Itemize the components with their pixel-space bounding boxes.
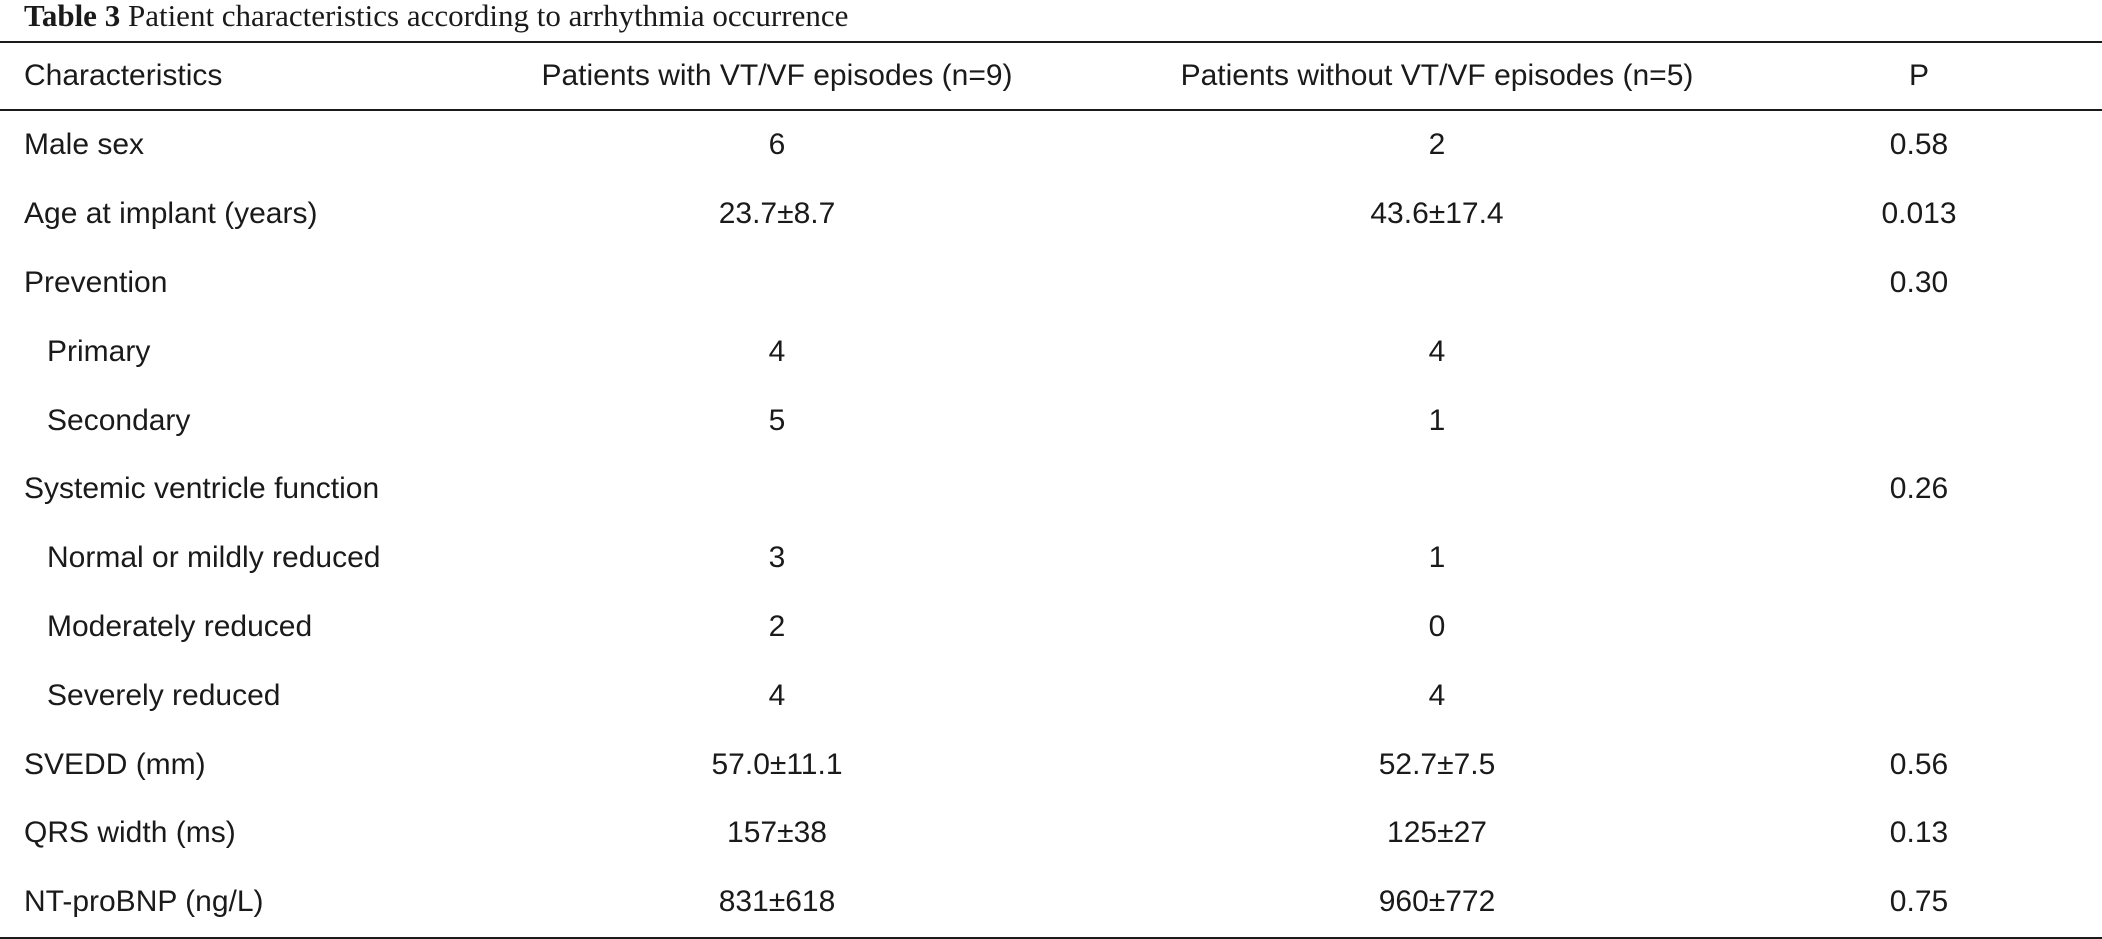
table-body: Male sex 6 2 0.58 Age at implant (years) 23.7… — [0, 110, 2102, 938]
table-row: Secondary 5 1 — [0, 386, 2102, 455]
table-row: QRS width (ms) 157±38 125±27 0.13 — [0, 799, 2102, 868]
table-caption: Table 3 Patient characteristics accordin… — [24, 0, 848, 36]
cell-p-value: 0.30 — [1889, 265, 1949, 299]
cell-with-episodes: 6 — [768, 128, 786, 162]
row-label: Male sex — [24, 128, 145, 162]
row-label: Prevention — [24, 265, 168, 299]
cell-with-episodes: 5 — [768, 403, 786, 437]
cell-with-episodes — [460, 455, 1094, 524]
cell-p-value — [1780, 386, 2102, 455]
table-row: Normal or mildly reduced 3 1 — [0, 524, 2102, 593]
cell-without-episodes: 52.7±7.5 — [1378, 747, 1496, 781]
cell-without-episodes: 1 — [1428, 541, 1446, 575]
cell-p-value: 0.75 — [1889, 885, 1949, 919]
cell-without-episodes — [1094, 249, 1780, 318]
row-label: Normal or mildly reduced — [47, 541, 381, 575]
cell-without-episodes — [1094, 455, 1780, 524]
cell-with-episodes: 23.7±8.7 — [718, 197, 836, 231]
table-row: Primary 4 4 — [0, 317, 2102, 386]
cell-p-value: 0.26 — [1889, 472, 1949, 506]
header-row: Characteristics Patients with VT/VF epis… — [0, 42, 2102, 110]
cell-with-episodes — [460, 249, 1094, 318]
cell-without-episodes: 2 — [1428, 128, 1446, 162]
table-row: Moderately reduced 2 0 — [0, 593, 2102, 662]
cell-p-value — [1780, 593, 2102, 662]
cell-p-value — [1780, 661, 2102, 730]
header-p-value: P — [1908, 59, 1929, 92]
table-row: Systemic ventricle function 0.26 — [0, 455, 2102, 524]
cell-with-episodes: 3 — [768, 541, 786, 575]
row-label: Primary — [47, 334, 151, 368]
cell-without-episodes: 0 — [1428, 609, 1446, 643]
patient-characteristics-table: Characteristics Patients with VT/VF epis… — [0, 41, 2102, 939]
cell-without-episodes: 960±772 — [1378, 885, 1496, 919]
row-label: Secondary — [47, 403, 191, 437]
cell-p-value: 0.56 — [1889, 747, 1949, 781]
cell-p-value: 0.013 — [1881, 197, 1957, 231]
cell-with-episodes: 4 — [768, 678, 786, 712]
cell-p-value — [1780, 524, 2102, 593]
header-without-episodes: Patients without VT/VF episodes (n=5) — [1180, 59, 1694, 92]
cell-without-episodes: 4 — [1428, 334, 1446, 368]
cell-p-value: 0.13 — [1889, 816, 1949, 850]
table-header: Characteristics Patients with VT/VF epis… — [0, 42, 2102, 110]
table-row: Prevention 0.30 — [0, 249, 2102, 318]
cell-with-episodes: 2 — [768, 609, 786, 643]
table-row: Severely reduced 4 4 — [0, 661, 2102, 730]
table-row: Age at implant (years) 23.7±8.7 43.6±17.4 0… — [0, 180, 2102, 249]
header-characteristics: Characteristics — [24, 59, 223, 92]
cell-p-value — [1780, 317, 2102, 386]
table-number: Table 3 — [24, 0, 121, 33]
row-label: Severely reduced — [47, 678, 281, 712]
cell-with-episodes: 157±38 — [727, 816, 827, 850]
cell-without-episodes: 43.6±17.4 — [1370, 197, 1504, 231]
row-label: Systemic ventricle function — [24, 472, 380, 506]
cell-p-value: 0.58 — [1889, 128, 1949, 162]
row-label: NT-proBNP (ng/L) — [24, 885, 264, 919]
row-label: Moderately reduced — [47, 609, 313, 643]
table-row: Male sex 6 2 0.58 — [0, 110, 2102, 180]
cell-without-episodes: 1 — [1428, 403, 1446, 437]
table-row: NT-proBNP (ng/L) 831±618 960±772 0.75 — [0, 868, 2102, 938]
row-label: Age at implant (years) — [24, 197, 318, 231]
row-label: QRS width (ms) — [24, 816, 236, 850]
row-label: SVEDD (mm) — [24, 747, 206, 781]
cell-without-episodes: 4 — [1428, 678, 1446, 712]
cell-with-episodes: 831±618 — [718, 885, 836, 919]
table-title: Patient characteristics according to arr… — [127, 0, 849, 33]
header-with-episodes: Patients with VT/VF episodes (n=9) — [541, 59, 1013, 92]
cell-with-episodes: 4 — [768, 334, 786, 368]
cell-with-episodes: 57.0±11.1 — [711, 747, 843, 781]
table-row: SVEDD (mm) 57.0±11.1 52.7±7.5 0.56 — [0, 730, 2102, 799]
cell-without-episodes: 125±27 — [1387, 816, 1487, 850]
